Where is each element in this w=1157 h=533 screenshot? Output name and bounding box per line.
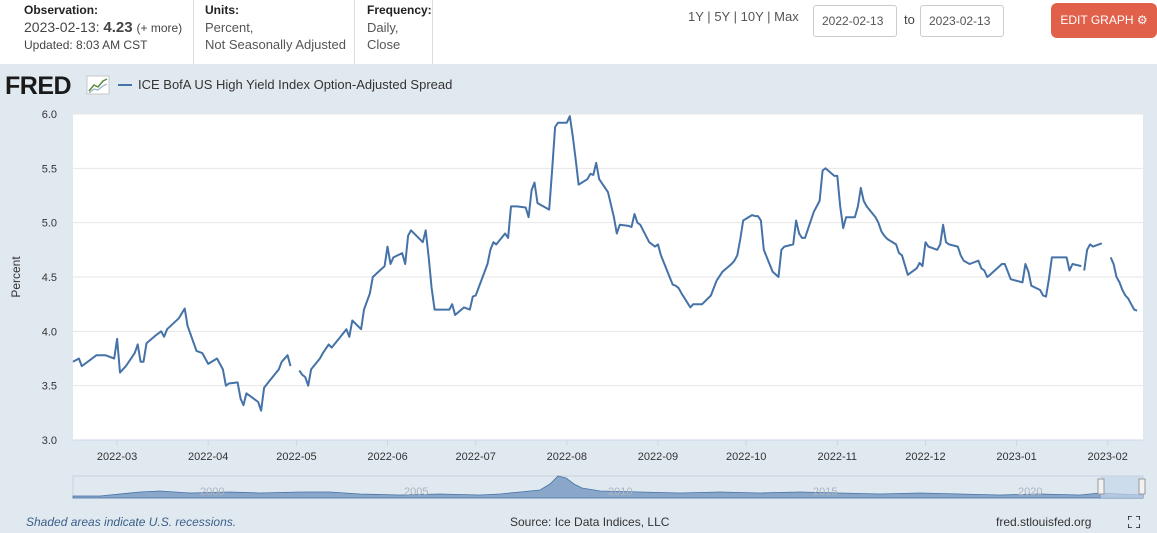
fred-logo: FRED	[5, 72, 113, 103]
frequency-label: Frequency:	[367, 3, 432, 17]
navigator-label-2015: 2015	[813, 486, 837, 498]
series-line-segment	[1109, 256, 1138, 312]
y-tick-label: 3.0	[42, 435, 57, 447]
chart-legend: ICE BofA US High Yield Index Option-Adju…	[118, 77, 452, 92]
fullscreen-icon[interactable]	[1128, 516, 1140, 528]
range-navigator[interactable]: 2000 2005 2010 2015 2020	[72, 475, 1146, 499]
range-buttons: 1Y | 5Y | 10Y | Max	[688, 9, 799, 24]
frequency-line-1: Daily,	[367, 20, 399, 35]
y-axis-label: Percent	[9, 256, 23, 298]
range-1y-button[interactable]: 1Y	[688, 9, 704, 24]
logo-line-icon-2	[88, 83, 108, 94]
navigator-left-handle[interactable]	[1097, 478, 1105, 495]
units-label: Units:	[205, 3, 239, 17]
legend-swatch	[118, 83, 132, 86]
to-label: to	[904, 12, 915, 27]
x-tick-label: 2022-07	[456, 451, 496, 463]
x-tick-label: 2022-05	[276, 451, 316, 463]
observation-line: 2023-02-13: 4.23 (+ more)	[24, 19, 193, 37]
fred-logo-graphic: FRED	[5, 72, 110, 100]
y-tick-labels: 3.0 3.5 4.0 4.5 5.0 5.5 6.0	[42, 109, 57, 447]
series-line-segment	[1083, 242, 1103, 271]
x-tick-label: 2022-12	[905, 451, 945, 463]
navigator-selection[interactable]	[1101, 476, 1143, 498]
edit-graph-label: EDIT GRAPH	[1060, 13, 1134, 27]
y-tick-label: 4.0	[42, 326, 57, 338]
range-max-button[interactable]: Max	[774, 9, 799, 24]
x-tick-labels: 2022-03 2022-04 2022-05 2022-06 2022-07 2022-…	[73, 439, 1143, 463]
range-separator: |	[707, 9, 711, 24]
legend-series-name: ICE BofA US High Yield Index Option-Adju…	[138, 77, 453, 92]
x-tick-label: 2022-11	[818, 451, 858, 463]
recession-note: Shaded areas indicate U.S. recessions.	[26, 515, 237, 529]
x-tick-label: 2022-10	[726, 451, 766, 463]
units-line-1: Percent,	[205, 20, 254, 35]
x-tick-label: 2022-03	[97, 451, 137, 463]
navigator-label-2000: 2000	[200, 486, 224, 498]
series-line-segment	[72, 307, 292, 412]
navigator-right-handle[interactable]	[1138, 478, 1146, 495]
navigator-label-2005: 2005	[404, 486, 428, 498]
frequency-line-2: Close	[367, 37, 401, 52]
observation-date: 2023-02-13:	[24, 19, 100, 35]
units-block: Units: Percent, Not Seasonally Adjusted	[205, 0, 355, 64]
navigator-series-area	[72, 475, 1144, 499]
end-date-input[interactable]	[920, 5, 1004, 37]
y-tick-label: 6.0	[42, 109, 57, 121]
gear-icon: ⚙	[1136, 13, 1148, 27]
range-5y-button[interactable]: 5Y	[714, 9, 730, 24]
x-tick-label: 2022-04	[188, 451, 228, 463]
observation-more-link[interactable]: (+ more)	[136, 21, 183, 35]
y-tick-label: 5.5	[42, 163, 57, 175]
range-10y-button[interactable]: 10Y	[740, 9, 764, 24]
x-tick-label: 2023-01	[996, 451, 1036, 463]
x-tick-label: 2023-02	[1088, 451, 1128, 463]
y-tick-label: 4.5	[42, 272, 57, 284]
source-text: Source: Ice Data Indices, LLC	[510, 515, 670, 529]
frequency-block: Frequency: Daily, Close	[367, 0, 433, 64]
logo-line-icon	[88, 78, 108, 92]
observation-block: Observation: 2023-02-13: 4.23 (+ more) U…	[24, 0, 194, 64]
range-separator: |	[733, 9, 737, 24]
x-tick-label: 2022-06	[367, 451, 407, 463]
line-chart: 3.03.54.04.55.05.56.0 2022-03 2022-04 2022…	[9, 109, 1146, 499]
units-line-2: Not Seasonally Adjusted	[205, 37, 346, 52]
y-tick-label: 5.0	[42, 218, 57, 230]
navigator-label-2010: 2010	[608, 486, 632, 498]
range-separator: |	[767, 9, 771, 24]
fred-logo-text: FRED	[5, 72, 71, 98]
y-tick-label: 3.5	[42, 381, 57, 393]
series-lines	[72, 115, 1138, 412]
x-tick-label: 2022-08	[547, 451, 587, 463]
x-tick-label: 2022-09	[638, 451, 678, 463]
updated-time: Updated: 8:03 AM CST	[24, 38, 148, 52]
header-bar: Observation: 2023-02-13: 4.23 (+ more) U…	[0, 0, 1157, 64]
site-link[interactable]: fred.stlouisfed.org	[996, 515, 1092, 529]
edit-graph-button[interactable]: EDIT GRAPH ⚙	[1051, 3, 1157, 38]
observation-value: 4.23	[103, 19, 133, 36]
chart-panel: FRED ICE BofA US High Yield Index Option…	[0, 64, 1157, 533]
start-date-input[interactable]	[813, 5, 897, 37]
series-line-segment	[298, 115, 1082, 387]
navigator-label-2020: 2020	[1018, 486, 1042, 498]
observation-label: Observation:	[24, 3, 99, 17]
